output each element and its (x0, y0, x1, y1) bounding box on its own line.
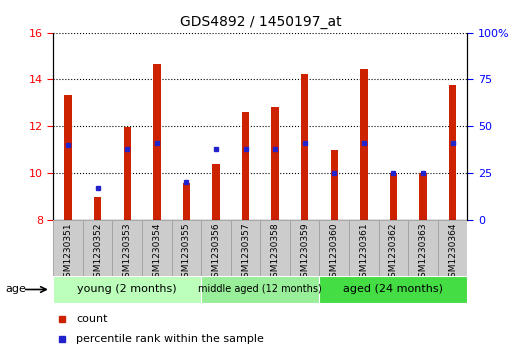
Bar (360, 69, 368, 220)
Bar (201, 220, 231, 276)
Text: aged (24 months): aged (24 months) (343, 285, 443, 294)
Bar (172, 220, 201, 276)
Bar (438, 220, 467, 276)
Bar (123, 127, 131, 220)
Bar (112, 220, 142, 276)
Bar (142, 220, 172, 276)
Text: GSM1230360: GSM1230360 (330, 223, 339, 283)
Bar (242, 112, 249, 220)
Text: GSM1230356: GSM1230356 (211, 223, 220, 283)
Text: GSM1230355: GSM1230355 (182, 223, 191, 283)
Bar (408, 220, 438, 276)
Bar (290, 220, 320, 276)
Bar (449, 85, 456, 220)
Text: count: count (76, 314, 108, 324)
Bar (331, 150, 338, 220)
Bar (271, 107, 279, 220)
Bar (53, 220, 83, 276)
Text: young (2 months): young (2 months) (77, 285, 177, 294)
Text: percentile rank within the sample: percentile rank within the sample (76, 334, 264, 344)
Text: GSM1230363: GSM1230363 (419, 223, 428, 283)
Bar (201, 276, 320, 303)
Bar (212, 163, 219, 220)
Bar (378, 220, 408, 276)
Bar (260, 220, 290, 276)
Text: GSM1230354: GSM1230354 (152, 223, 162, 283)
Text: middle aged (12 months): middle aged (12 months) (199, 285, 322, 294)
Bar (65, 95, 72, 220)
Text: age: age (5, 285, 26, 294)
Bar (320, 220, 349, 276)
Text: GSM1230358: GSM1230358 (271, 223, 279, 283)
Text: GSM1230359: GSM1230359 (300, 223, 309, 283)
Text: GSM1230352: GSM1230352 (93, 223, 102, 283)
Bar (320, 276, 467, 303)
Text: GSM1230361: GSM1230361 (359, 223, 368, 283)
Bar (231, 220, 260, 276)
Bar (53, 276, 201, 303)
Bar (83, 220, 112, 276)
Bar (153, 64, 161, 220)
Text: GSM1230362: GSM1230362 (389, 223, 398, 283)
Bar (94, 197, 102, 220)
Bar (301, 74, 308, 220)
Title: GDS4892 / 1450197_at: GDS4892 / 1450197_at (179, 15, 341, 29)
Bar (183, 183, 190, 220)
Text: GSM1230357: GSM1230357 (241, 223, 250, 283)
Bar (349, 220, 378, 276)
Bar (390, 173, 397, 220)
Bar (419, 173, 427, 220)
Text: GSM1230351: GSM1230351 (64, 223, 73, 283)
Text: GSM1230353: GSM1230353 (123, 223, 132, 283)
Text: GSM1230364: GSM1230364 (448, 223, 457, 283)
